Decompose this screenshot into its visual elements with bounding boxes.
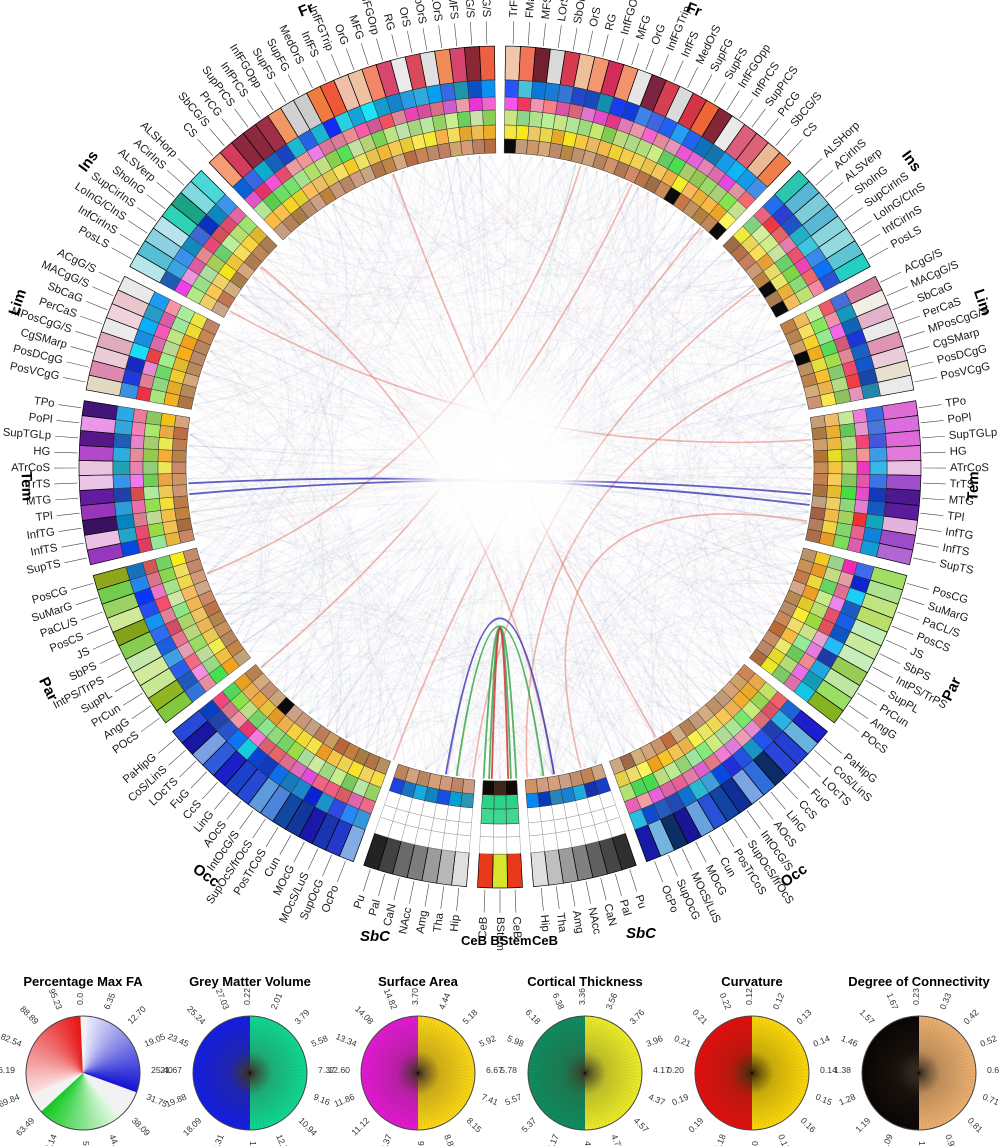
svg-text:14.52: 14.52 [248,1141,258,1146]
svg-text:Hip: Hip [538,914,552,932]
svg-text:CeB: CeB [532,933,558,948]
svg-text:Curvature: Curvature [721,974,782,989]
svg-text:4.97: 4.97 [583,1141,593,1146]
svg-text:0.22: 0.22 [242,988,252,1005]
svg-text:HG: HG [950,445,967,458]
svg-text:PoPl: PoPl [28,411,53,425]
svg-text:Percentage Max FA: Percentage Max FA [23,974,143,989]
svg-text:TPl: TPl [947,510,965,524]
svg-text:0.17: 0.17 [750,1141,760,1146]
svg-text:0.20: 0.20 [667,1065,684,1075]
svg-text:5.78: 5.78 [500,1065,517,1075]
svg-text:Tem: Tem [17,471,35,501]
svg-text:12.60: 12.60 [328,1065,350,1075]
svg-text:CeB: CeB [461,933,487,948]
svg-text:Tem: Tem [964,471,982,501]
svg-text:TrFPoG/S: TrFPoG/S [508,0,522,17]
svg-text:BStem: BStem [490,933,531,948]
svg-text:SbC: SbC [626,925,657,942]
svg-text:TPl: TPl [35,510,53,524]
svg-text:0.0: 0.0 [75,993,85,1005]
svg-text:1.00: 1.00 [917,1141,927,1146]
svg-text:MFS: MFS [446,0,460,20]
svg-text:Grey Matter Volume: Grey Matter Volume [189,974,311,989]
svg-text:3.70: 3.70 [410,988,420,1005]
svg-text:Hip: Hip [449,914,463,932]
svg-text:PoPl: PoPl [947,411,972,425]
svg-text:1.38: 1.38 [834,1065,851,1075]
svg-text:Cortical Thickness: Cortical Thickness [527,974,643,989]
svg-text:SbC: SbC [360,928,391,945]
svg-text:3.36: 3.36 [577,988,587,1005]
svg-text:0.61: 0.61 [987,1065,1000,1075]
svg-text:76.19: 76.19 [0,1065,15,1075]
svg-text:50.79: 50.79 [81,1141,91,1146]
svg-text:9.63: 9.63 [416,1141,426,1146]
svg-text:0.12: 0.12 [744,988,754,1005]
svg-text:HG: HG [33,445,50,458]
svg-text:Surface Area: Surface Area [378,974,458,989]
svg-text:TrFPoG/S: TrFPoG/S [479,0,493,18]
svg-text:Degree of Connectivity: Degree of Connectivity [848,974,990,989]
svg-text:0.23: 0.23 [911,988,921,1005]
svg-text:21.67: 21.67 [160,1065,182,1075]
